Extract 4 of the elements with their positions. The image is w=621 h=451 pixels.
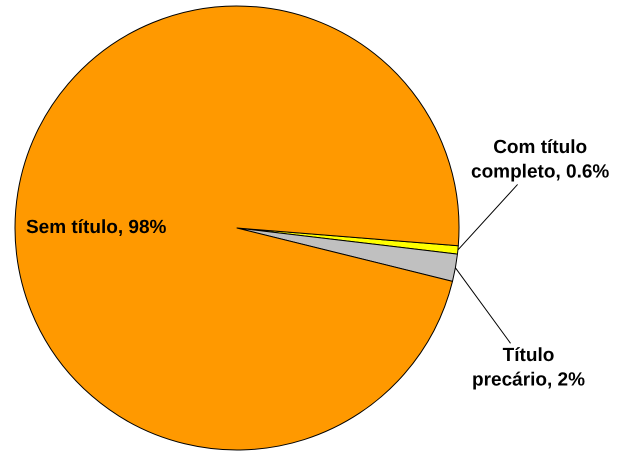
slice-label: Sem título, 98% xyxy=(26,217,167,238)
slice-label: Com título completo, 0.6% xyxy=(471,137,610,183)
slice-label: Título precário, 2% xyxy=(472,345,586,391)
pie-slice xyxy=(14,6,460,450)
